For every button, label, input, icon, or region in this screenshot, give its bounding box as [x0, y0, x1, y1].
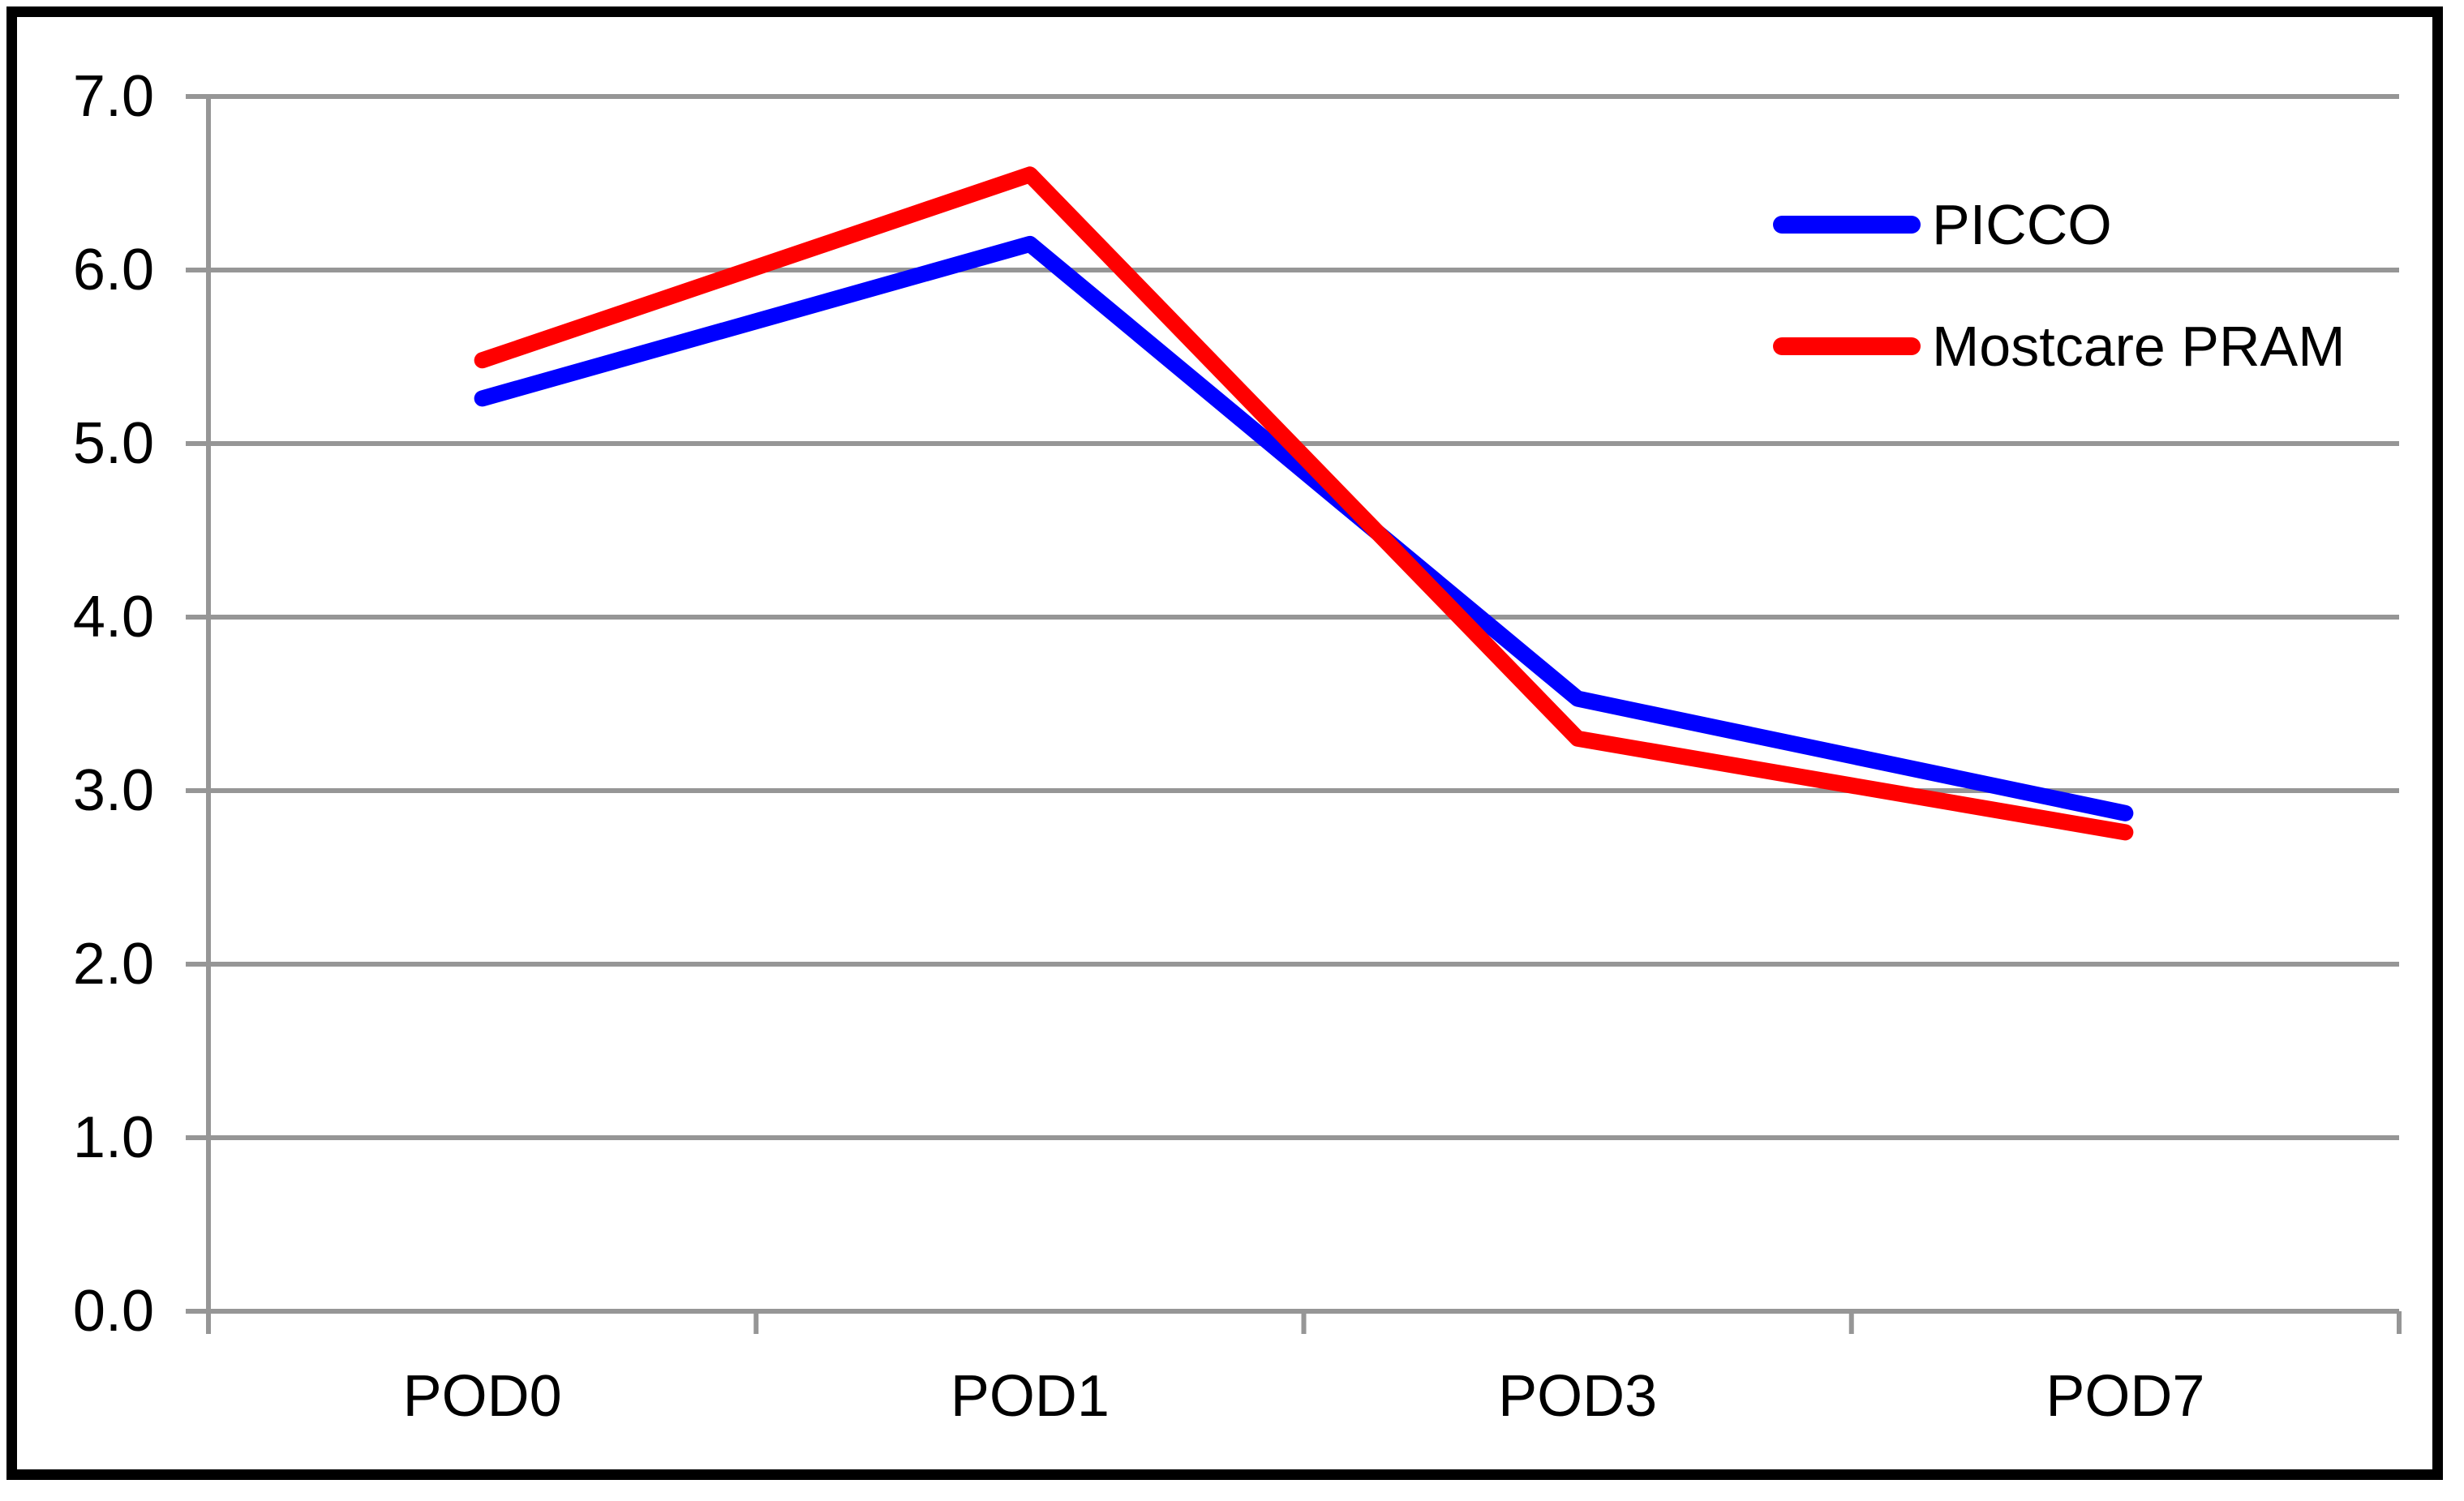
series-line-picco [474, 235, 2134, 821]
y-tick-label: 4.0 [72, 585, 154, 650]
y-tick-label: 2.0 [72, 932, 154, 997]
chart-outer-frame [6, 6, 2443, 1480]
y-tick-label: 7.0 [72, 64, 154, 129]
y-tick-label: 5.0 [72, 411, 154, 476]
y-tick-label: 3.0 [72, 758, 154, 823]
x-category-label-pod3: POD3 [1498, 1364, 1658, 1429]
x-category-label-pod7: POD7 [2045, 1364, 2205, 1429]
x-category-label-pod0: POD0 [402, 1364, 562, 1429]
y-tick-label: 1.0 [72, 1105, 154, 1170]
y-tick-label: 6.0 [72, 238, 154, 302]
series-line-mostcare-pram [474, 166, 2134, 841]
x-category-label-pod1: POD1 [950, 1364, 1110, 1429]
y-tick-label: 0.0 [72, 1279, 154, 1344]
